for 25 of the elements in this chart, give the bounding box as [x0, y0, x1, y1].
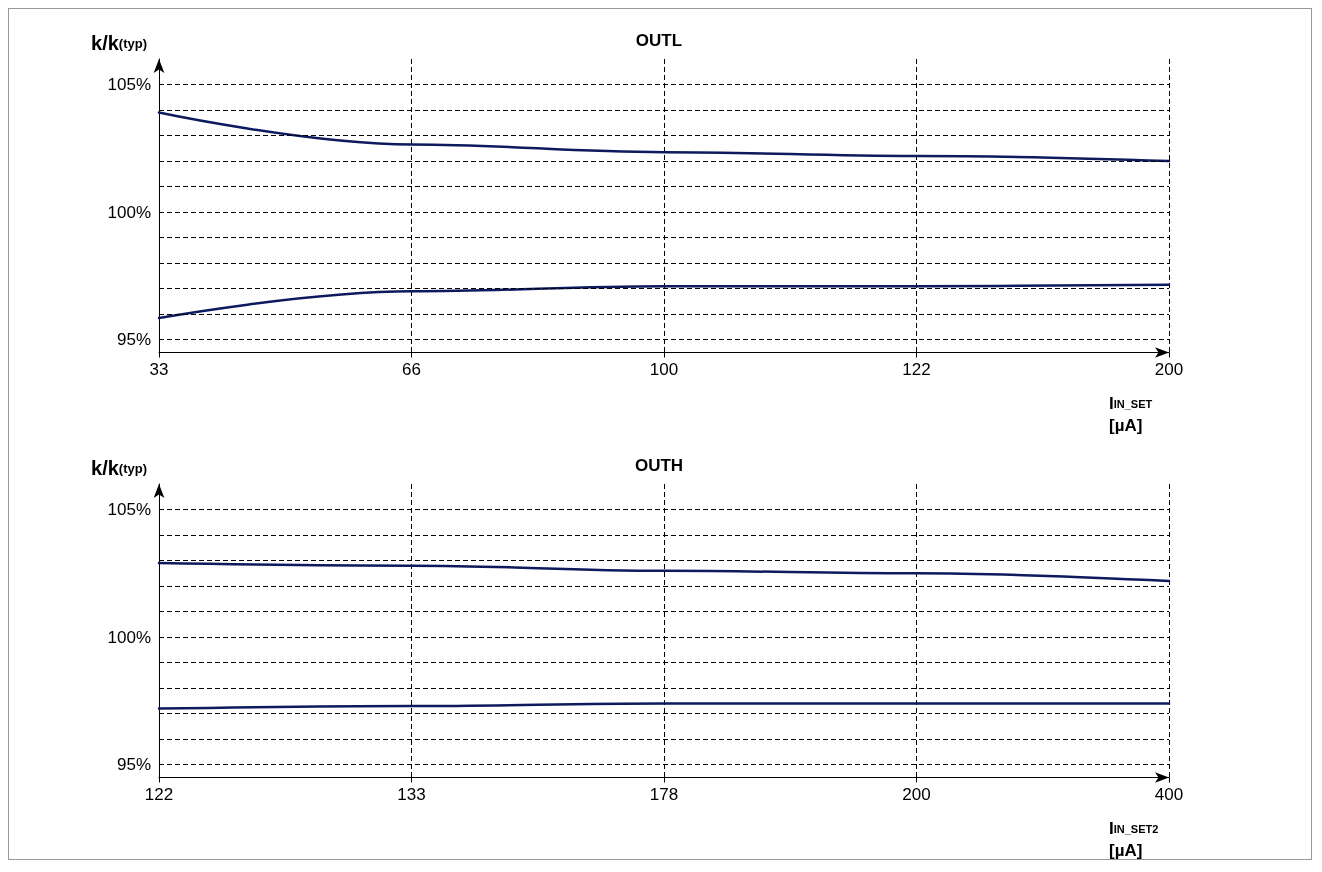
x-tick-label: 122 — [144, 784, 174, 804]
y-tick-label: 105% — [107, 500, 151, 520]
x-tick-label: 100 — [649, 359, 679, 379]
y-axis-title: k/k(typ) — [91, 32, 147, 54]
line-series — [157, 561, 1171, 583]
x-tick-label: 200 — [902, 784, 931, 804]
y-tick-label: 105% — [107, 75, 151, 95]
x-tick-label: 66 — [402, 359, 421, 379]
x-tick-label: 200 — [1154, 359, 1184, 379]
y-axis-title: k/k(typ) — [91, 457, 147, 479]
line-series — [157, 111, 1171, 163]
x-tick-label: 400 — [1154, 784, 1184, 804]
chart-title: OUTL — [635, 31, 683, 50]
x-tick-label: 33 — [149, 359, 169, 379]
x-tick-label: 122 — [902, 359, 931, 379]
x-axis-title: IIN_SET2 [µA] — [1109, 819, 1159, 860]
y-tick-label: 95% — [116, 330, 151, 350]
chart-title: OUTH — [634, 456, 684, 475]
x-tick-label: 133 — [397, 784, 426, 804]
x-axis-title: IIN_SET [µA] — [1109, 394, 1153, 435]
y-tick-label: 95% — [116, 755, 151, 775]
y-tick-label: 100% — [107, 627, 151, 647]
y-tick-label: 100% — [107, 202, 151, 222]
x-tick-label: 178 — [649, 784, 679, 804]
line-series — [157, 283, 1171, 320]
